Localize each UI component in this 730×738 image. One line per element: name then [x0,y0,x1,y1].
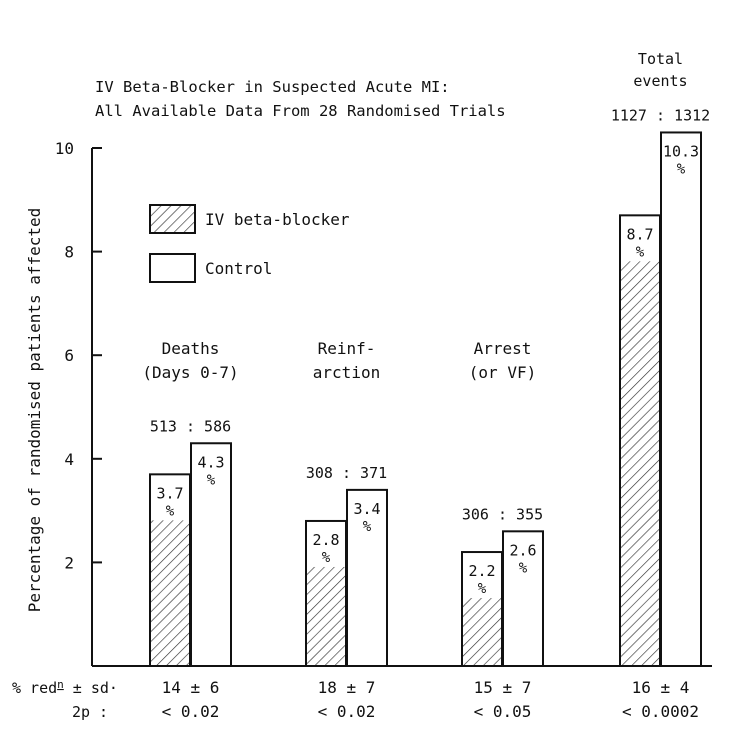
bar-hatch-fill [462,598,502,666]
legend-hatched-swatch [149,204,196,234]
group-label: (or VF) [469,363,536,382]
counts-label: 513 : 586 [150,417,231,435]
reduction-value: 15 ± 7 [474,678,532,697]
reduction-value: 18 ± 7 [318,678,376,697]
y-tick-label: 6 [64,346,74,365]
bar-value-label: 10.3 [663,142,699,160]
p-value: < 0.02 [162,702,220,721]
counts-label: 308 : 371 [306,464,387,482]
chart-title: IV Beta-Blocker in Suspected Acute MI: [95,78,450,96]
bar-percent-label: % [166,503,175,519]
bar-value-label: 2.2 [468,562,495,580]
p-value: < 0.02 [318,702,376,721]
summary-rows: % redn ± sd· 2p : 14 ± 6 < 0.02 18 ± 7 < 0.… [12,678,699,721]
p-value: < 0.05 [474,702,532,721]
bar-hatch-fill [306,566,346,666]
legend-control-swatch [149,253,196,283]
bar-value-label: 3.4 [353,500,380,518]
counts-label: 1127 : 1312 [611,106,710,124]
legend-control-label: Control [205,259,272,278]
bar-hatch-fill [150,520,190,666]
p-value: < 0.0002 [622,702,699,721]
y-tick-label: 8 [64,243,74,262]
y-tick-label: 4 [64,450,74,469]
group-label: Arrest [474,339,532,358]
bar-percent-label: % [636,244,645,260]
legend-beta-blocker-label: IV beta-blocker [205,210,350,229]
bar-value-label: 3.7 [156,484,183,502]
group-label: Deaths [162,339,220,358]
bar-percent-label: % [478,581,487,597]
p-row-label: 2p : [72,703,108,721]
bar-percent-label: % [363,519,372,535]
legend: IV beta-blocker Control [149,204,350,283]
bar-hatch-fill [620,261,660,666]
bar-value-label: 4.3 [197,453,224,471]
summary-values: 14 ± 6 < 0.02 18 ± 7 < 0.02 15 ± 7 < 0.05 16 ±… [162,678,699,721]
bars [149,131,702,668]
bar-percent-label: % [322,550,331,566]
bar-value-label: 2.6 [509,541,536,559]
reduction-row-label: % redn ± sd· [12,678,118,697]
bar-control [502,530,544,667]
group-label: events [633,72,687,90]
bar-control [660,131,702,667]
bar-control [346,488,388,667]
group-label: Total [638,50,683,68]
bar-control [190,442,232,668]
bar-value-label: 8.7 [626,225,653,243]
bar-percent-label: % [519,560,528,576]
bar-value-label: 2.8 [312,531,339,549]
counts-label: 306 : 355 [462,505,543,523]
y-axis-label: Percentage of randomised patients affect… [25,208,44,613]
y-tick-label: 2 [64,553,74,572]
chart-subtitle: All Available Data From 28 Randomised Tr… [95,102,506,120]
reduction-value: 16 ± 4 [632,678,690,697]
reduction-value: 14 ± 6 [162,678,220,697]
group-label: Reinf- [318,339,376,358]
group-label: arction [313,363,380,382]
group-label: (Days 0-7) [142,363,238,382]
bar-percent-label: % [677,161,686,177]
y-tick-label: 10 [55,139,74,158]
bar-percent-label: % [207,472,216,488]
